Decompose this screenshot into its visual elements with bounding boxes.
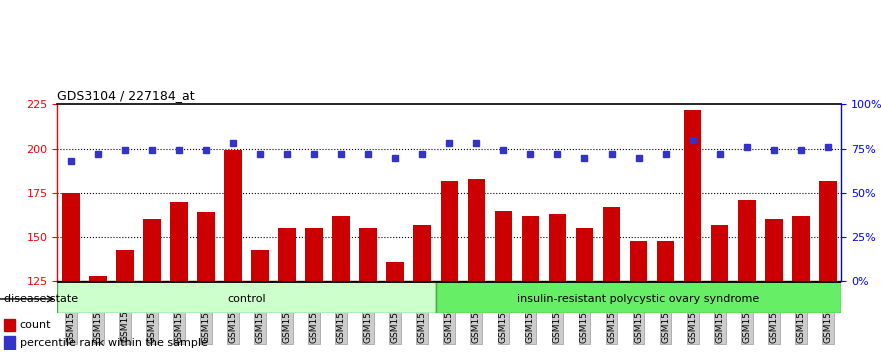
Bar [359,228,377,354]
Bar [603,207,620,354]
Bar [225,150,241,354]
Bar [819,181,837,354]
Bar [468,179,485,354]
Bar [143,219,160,354]
Text: insulin-resistant polycystic ovary syndrome: insulin-resistant polycystic ovary syndr… [517,294,759,304]
Bar [522,216,539,354]
Bar [89,276,107,354]
Bar [765,219,782,354]
Bar [549,214,566,354]
Bar [738,200,756,354]
Bar [251,250,269,354]
Bar [630,241,648,354]
Text: count: count [20,320,51,330]
Bar [575,228,593,354]
Bar [440,181,458,354]
Bar [197,212,215,354]
Bar [792,216,810,354]
Bar [657,241,674,354]
Bar [306,228,323,354]
Bar [278,228,296,354]
Text: disease state: disease state [4,294,78,304]
Bar [62,193,79,354]
Bar [387,262,404,354]
Bar [4,319,16,331]
Bar [170,202,188,354]
Bar [4,336,16,349]
Bar [711,225,729,354]
Text: percentile rank within the sample: percentile rank within the sample [20,338,208,348]
Bar [494,211,512,354]
Text: GDS3104 / 227184_at: GDS3104 / 227184_at [57,89,195,102]
Bar [684,110,701,354]
Bar [413,225,431,354]
Bar [332,216,350,354]
Bar [436,281,841,313]
Bar [116,250,134,354]
Bar [57,281,436,313]
Text: control: control [227,294,266,304]
